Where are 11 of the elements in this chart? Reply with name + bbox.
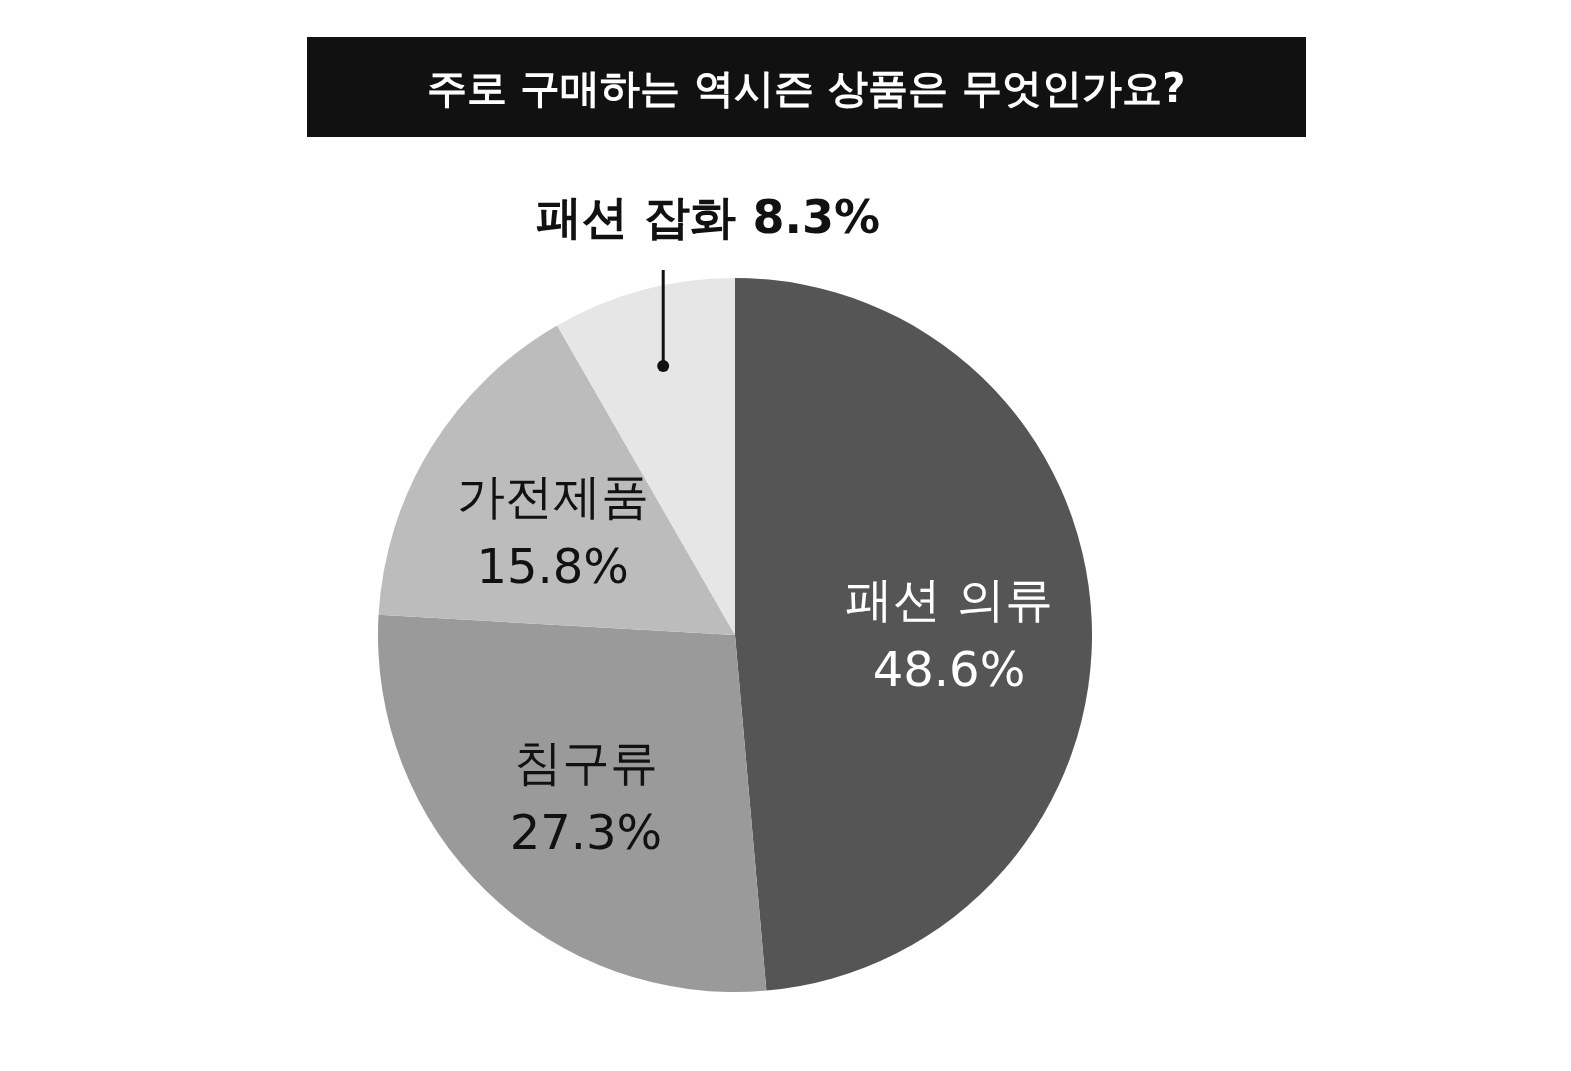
slice-label: 패션 잡화 8.3% xyxy=(536,190,881,244)
slice-label: 패션 의류 xyxy=(845,570,1053,627)
data-label: 48.6% xyxy=(872,640,1026,697)
slice-label: 침구류 xyxy=(513,733,658,790)
data-label: 27.3% xyxy=(509,803,663,860)
pie-slice xyxy=(735,278,1092,991)
data-label: 15.8% xyxy=(476,537,629,594)
pie-slice xyxy=(378,325,735,635)
pie-slice xyxy=(378,614,767,992)
chart-title: 주로 구매하는 역시즌 상품은 무엇인가요? xyxy=(426,65,1186,111)
slice-label: 가전제품 xyxy=(456,467,649,524)
